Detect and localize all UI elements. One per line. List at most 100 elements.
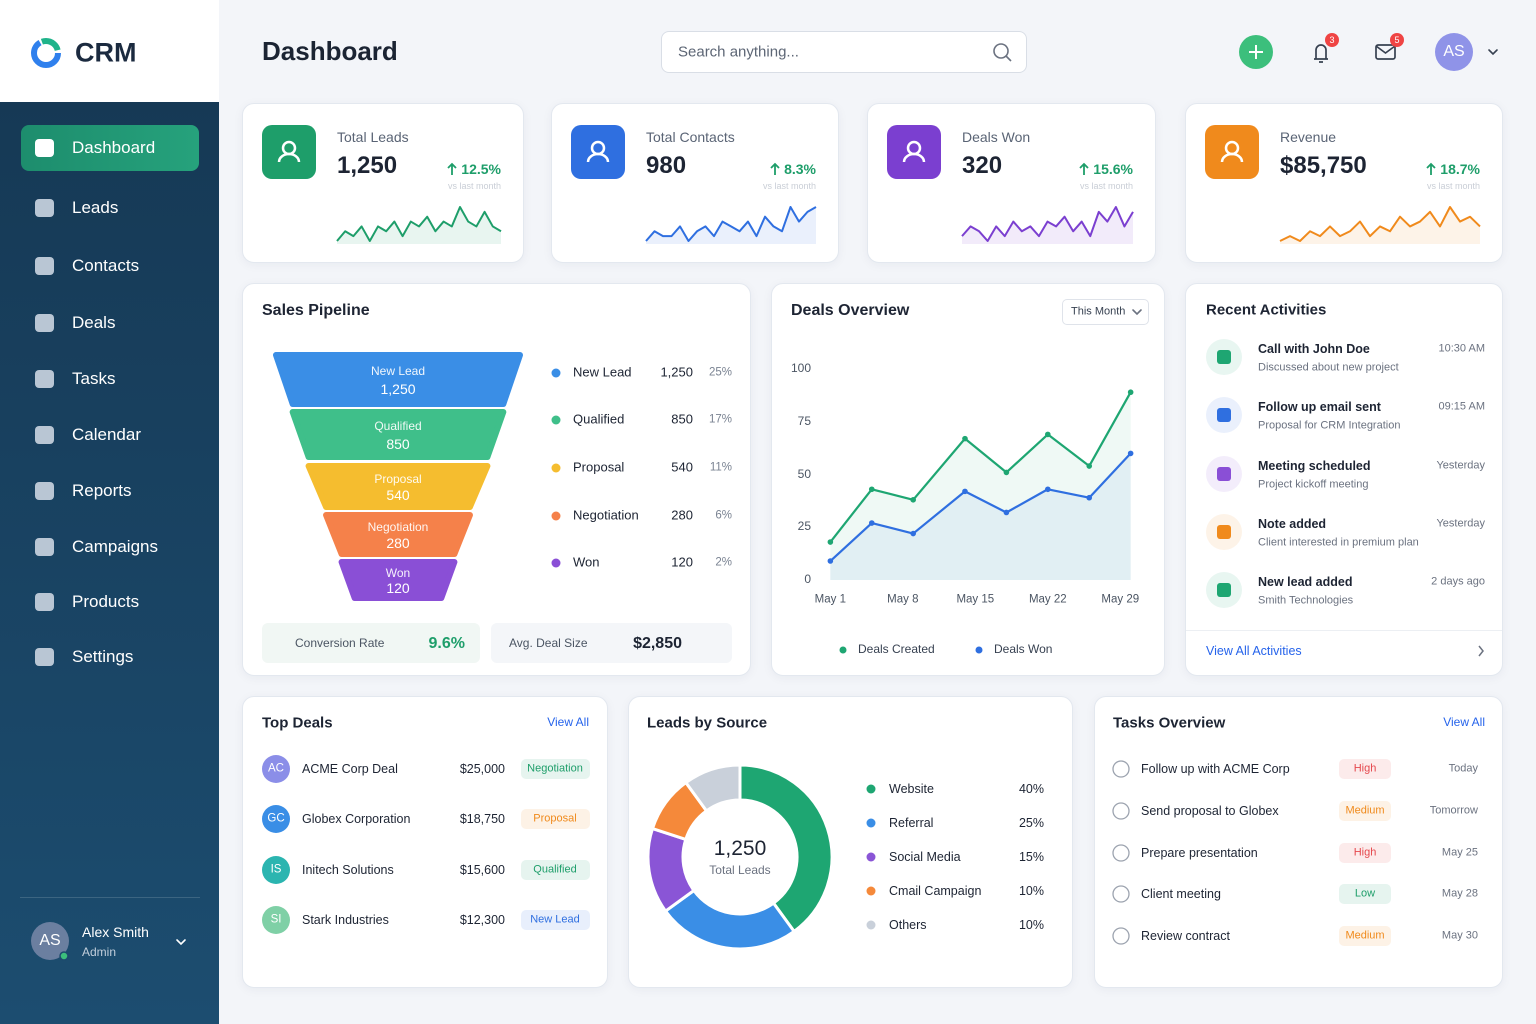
kpi-note: vs last month	[1426, 180, 1480, 191]
priority-badge	[1339, 884, 1391, 904]
legend-name: Referral	[889, 815, 934, 830]
legend-value: 25%	[1018, 815, 1044, 830]
activities-card	[1185, 283, 1503, 676]
deal-initials: SI	[270, 913, 282, 926]
funnel-stage-name: Won	[385, 566, 411, 581]
header-avatar-initials[interactable]: AS	[1443, 42, 1465, 60]
legend-name: Negotiation	[573, 507, 639, 523]
x-tick-label: May 15	[956, 593, 995, 606]
legend-name: Social Media	[889, 849, 961, 864]
task-priority: Medium	[1345, 804, 1385, 817]
funnel-stage-value: 120	[386, 579, 410, 596]
kpi-label: Total Leads	[337, 128, 409, 145]
deal-name: Globex Corporation	[302, 811, 411, 826]
activity-title: Meeting scheduled	[1258, 458, 1371, 473]
stage-badge	[521, 809, 590, 829]
task-due: Today	[1448, 762, 1478, 775]
deal-amount: $18,750	[459, 811, 505, 826]
nav-item[interactable]: Dashboard	[72, 138, 156, 158]
legend-name: Others	[889, 917, 927, 932]
nav-item[interactable]: Deals	[72, 313, 116, 333]
deals-overview-card	[771, 283, 1165, 676]
legend-name: Website	[889, 781, 934, 796]
donut-total: 1,250	[713, 836, 767, 860]
nav-item[interactable]: Settings	[72, 647, 134, 667]
deal-stage: New Lead	[530, 913, 580, 926]
legend-value: 850	[671, 411, 693, 427]
user-role: Admin	[82, 945, 117, 960]
chevron	[1488, 49, 1498, 56]
view-all-link[interactable]: View All Activities	[1206, 643, 1302, 658]
funnel-stage-name: Proposal	[374, 472, 422, 487]
deal-initials: AC	[268, 762, 284, 775]
legend-name: Qualified	[573, 411, 625, 427]
priority-badge	[1339, 926, 1391, 946]
nav-item[interactable]: Products	[72, 592, 140, 612]
task-priority: Low	[1354, 887, 1376, 900]
task-due: May 30	[1441, 929, 1478, 942]
funnel-stage-name: Negotiation	[367, 520, 429, 535]
deal-amount: $12,300	[459, 912, 505, 927]
nav-item[interactable]: Leads	[72, 198, 119, 218]
task-due: Tomorrow	[1429, 804, 1478, 817]
tasks-card	[1094, 696, 1503, 988]
card-title: Tasks Overview	[1113, 714, 1226, 732]
kpi-change: 15.6%	[1093, 160, 1133, 177]
task-name[interactable]: Send proposal to Globex	[1141, 803, 1279, 818]
task-due: May 25	[1441, 846, 1478, 859]
conversion-box	[262, 623, 480, 663]
stat-value: $2,850	[633, 634, 682, 652]
deal-amount: $15,600	[459, 862, 505, 877]
x-tick-label: May 22	[1028, 593, 1067, 606]
search-placeholder: Search anything...	[678, 43, 799, 61]
activity-detail: Discussed about new project	[1258, 361, 1399, 374]
mail-icon	[1375, 45, 1396, 55]
task-name[interactable]: Review contract	[1141, 928, 1230, 943]
brand-name: CRM	[75, 37, 137, 68]
activity-time: Yesterday	[1436, 459, 1485, 472]
task-due: May 28	[1441, 887, 1478, 900]
kpi-label: Deals Won	[962, 128, 1031, 145]
deal-stage: Proposal	[533, 812, 577, 825]
nav-item[interactable]: Calendar	[72, 425, 141, 445]
x-tick-label: May 8	[887, 593, 919, 606]
y-tick-label: 0	[804, 572, 811, 587]
priority-badge	[1339, 801, 1391, 821]
stat-label: Conversion Rate	[295, 636, 385, 651]
view-all-link[interactable]: View All	[547, 715, 589, 730]
card-title: Sales Pipeline	[262, 301, 370, 319]
nav-item[interactable]: Reports	[72, 481, 132, 501]
priority-badge	[1339, 759, 1391, 779]
activity-detail: Client interested in premium plan	[1258, 536, 1419, 549]
activity-time: 2 days ago	[1431, 575, 1485, 588]
legend-share: 6%	[715, 509, 732, 522]
activity-time: 10:30 AM	[1438, 342, 1485, 355]
deal-stage: Qualified	[533, 863, 577, 876]
mail-icon	[1375, 44, 1396, 60]
search-box[interactable]	[661, 31, 1027, 73]
stat-label: Avg. Deal Size	[509, 636, 588, 651]
activity-title: Call with John Doe	[1258, 341, 1370, 356]
activity-detail: Project kickoff meeting	[1258, 478, 1369, 491]
nav-item[interactable]: Contacts	[72, 256, 140, 276]
nav-item[interactable]: Campaigns	[72, 537, 158, 557]
kpi-value: 320	[962, 152, 1003, 180]
view-all-link[interactable]: View All	[1443, 715, 1485, 730]
task-name[interactable]: Client meeting	[1141, 886, 1221, 901]
donut-total-label: Total Leads	[709, 863, 771, 878]
activity-title: New lead added	[1258, 574, 1353, 589]
deal-initials: IS	[270, 863, 282, 876]
task-name[interactable]: Follow up with ACME Corp	[1141, 761, 1290, 776]
legend-value: 15%	[1018, 849, 1044, 864]
card-title: Deals Overview	[791, 301, 910, 319]
deal-initials: GC	[267, 812, 285, 825]
funnel-stage-value: 1,250	[380, 381, 416, 398]
kpi-change: 18.7%	[1440, 160, 1480, 177]
x-tick-label: May 29	[1101, 593, 1140, 606]
nav-item[interactable]: Tasks	[72, 369, 116, 389]
user-initials: AS	[39, 931, 61, 949]
task-name[interactable]: Prepare presentation	[1141, 845, 1258, 860]
legend-value: 10%	[1018, 917, 1044, 932]
legend-share: 17%	[708, 413, 732, 426]
